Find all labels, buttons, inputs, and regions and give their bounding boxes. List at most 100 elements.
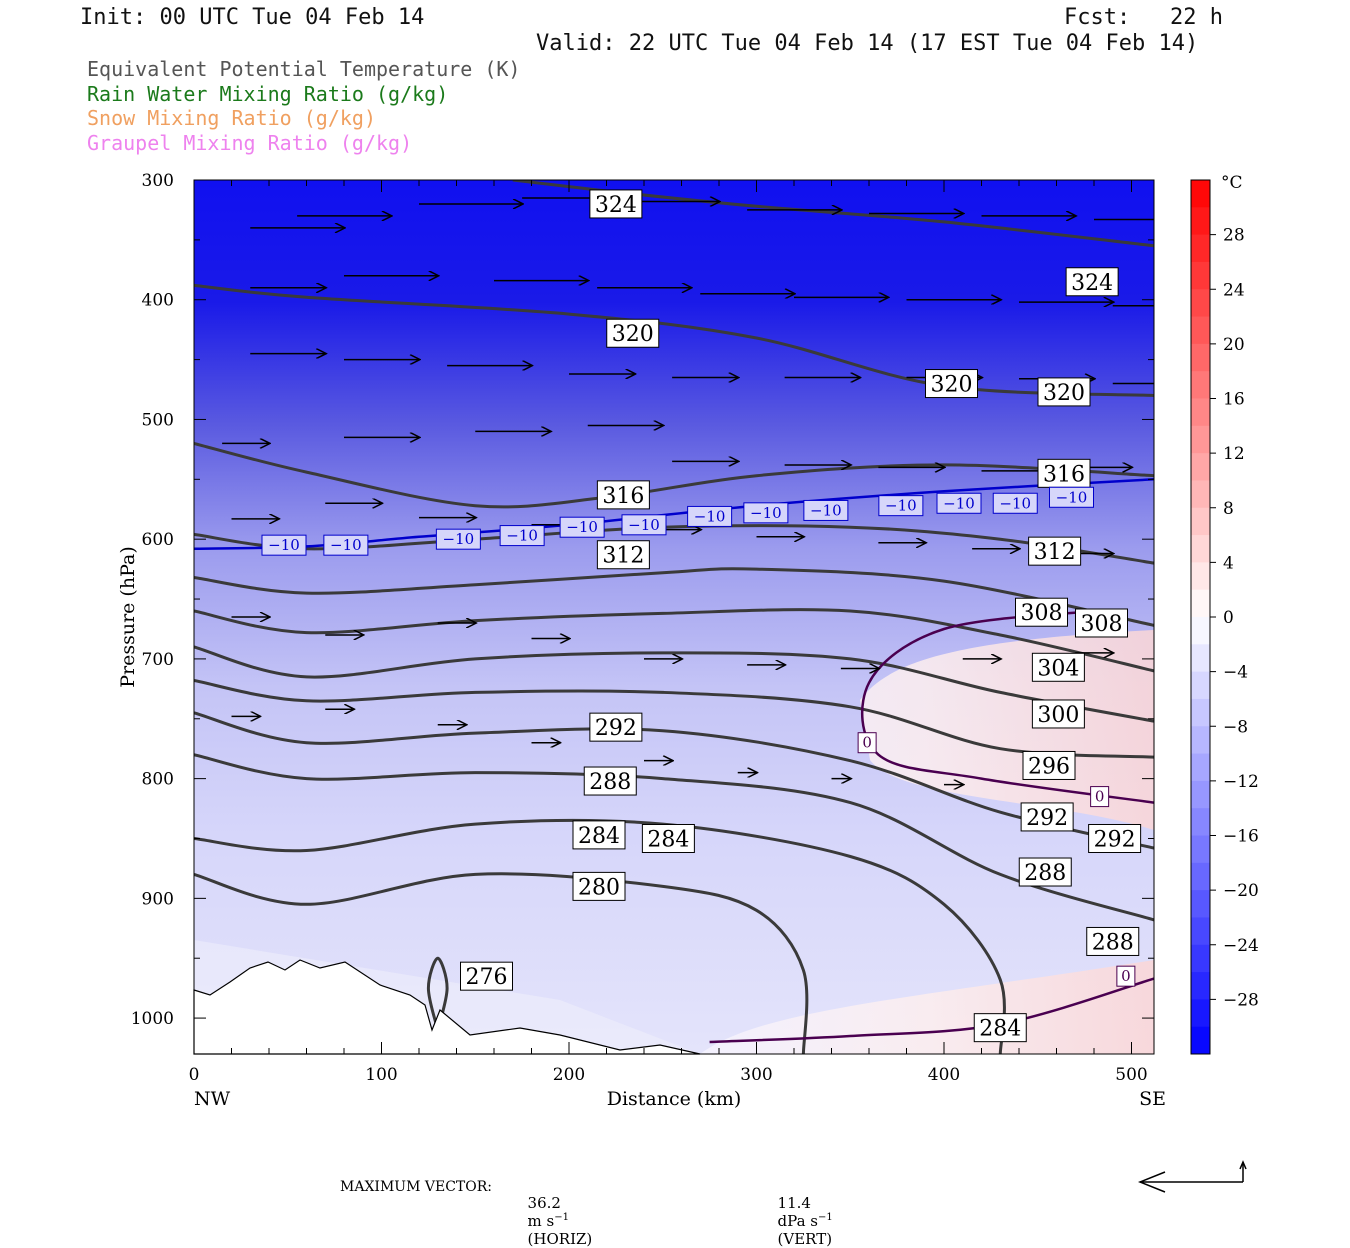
colorbar-tick-label: −4	[1223, 663, 1248, 683]
colorbar-tick-label: 8	[1223, 499, 1234, 519]
theta-e-label-284: 284	[973, 1013, 1027, 1043]
horiz-value: 36.2	[527, 1194, 561, 1212]
isotherm-label: −10	[936, 492, 982, 514]
theta-e-label-288: 288	[583, 766, 637, 796]
colorbar-segment	[1191, 562, 1210, 591]
isotherm-label: −10	[621, 514, 667, 536]
colorbar-segment	[1191, 234, 1210, 263]
isotherm-label: −10	[435, 528, 481, 550]
colorbar-segment	[1191, 862, 1210, 891]
colorbar-segment	[1191, 808, 1210, 836]
reference-vector	[1137, 1160, 1247, 1193]
reference-vector-vertical-head	[1239, 1160, 1247, 1170]
colorbar-segment	[1191, 944, 1210, 973]
colorbar-tick-label: 12	[1223, 444, 1245, 464]
field-title-rain: Rain Water Mixing Ratio (g/kg)	[87, 82, 449, 106]
theta-e-label-box	[1065, 267, 1119, 297]
theta-e-label-text: 312	[1034, 540, 1076, 565]
init-time: Init: 00 UTC Tue 04 Feb 14	[80, 5, 425, 30]
theta-e-label-text: 308	[1081, 612, 1123, 637]
colorbar-segment	[1191, 835, 1210, 864]
theta-e-label-text: 308	[1021, 601, 1063, 626]
theta-e-label-text: 320	[612, 322, 654, 347]
theta-e-label-box	[572, 871, 626, 901]
theta-e-label-box	[596, 540, 650, 570]
field-title-graupel: Graupel Mixing Ratio (g/kg)	[87, 131, 413, 155]
warm-region	[700, 630, 1154, 1054]
colorbar-segment	[1191, 698, 1210, 727]
theta-e-label-text: 288	[589, 770, 631, 795]
isotherm-label-text: −10	[810, 501, 842, 519]
x-tick-label: 300	[740, 1065, 772, 1085]
theta-e-label-box	[1086, 926, 1140, 956]
x-axis: 0 100 200 300 400 500	[189, 180, 1148, 1085]
isotherm-label: −10	[803, 499, 849, 521]
isotherm-label-text: −10	[628, 516, 660, 534]
colorbar-segment	[1191, 999, 1210, 1028]
theta-e-label-text: 324	[1071, 271, 1113, 296]
theta-e-label-text: 276	[466, 965, 508, 990]
theta-e-label-324: 324	[589, 189, 643, 219]
colorbar-segment	[1191, 972, 1210, 1000]
vert-exponent: −1	[817, 1212, 833, 1223]
colorbar-segment	[1191, 207, 1210, 236]
theta-e-label-280: 280	[572, 871, 626, 901]
theta-e-label-box	[1018, 857, 1072, 887]
theta-e-label-box	[973, 1013, 1027, 1043]
theta-e-label-text: 316	[602, 484, 644, 509]
colorbar-tick-label: 24	[1223, 280, 1245, 300]
theta-e-contour-292	[194, 711, 1154, 850]
theta-e-label-292: 292	[1088, 823, 1142, 853]
max-vector-horizontal: 36.2 m s−1 (HORIZ)	[518, 1176, 593, 1248]
colorbar-segment	[1191, 726, 1210, 755]
theta-e-label-308: 308	[1075, 608, 1128, 638]
x-tick-label: 100	[365, 1065, 397, 1085]
colorbar-segment	[1191, 453, 1210, 481]
colorbar-segment	[1191, 398, 1210, 427]
theta-e-label-text: 312	[602, 544, 644, 569]
isotherm-label-text: −10	[999, 494, 1031, 512]
theta-e-label-box	[589, 189, 643, 219]
y-tick-label: 900	[142, 889, 174, 909]
isotherm-label-text: −10	[885, 497, 917, 515]
theta-e-contour-284	[194, 818, 1006, 1054]
theta-e-label-box	[1031, 652, 1085, 682]
isotherm-label-text: 0	[862, 734, 872, 752]
colorbar-tick-label: 28	[1223, 226, 1245, 246]
isotherm-label: 0	[1090, 786, 1110, 808]
isotherm-label: −10	[1049, 486, 1094, 508]
x-tick-label: 200	[553, 1065, 585, 1085]
theta-e-label-text: 300	[1037, 703, 1079, 728]
theta-e-label-300: 300	[1031, 699, 1085, 729]
isotherm-label-box	[261, 534, 307, 556]
colorbar-tick-label: 4	[1223, 553, 1234, 573]
colorbar-tick-label: −28	[1223, 990, 1259, 1010]
isotherm-label: −10	[559, 516, 605, 538]
theta-e-label-text: 320	[1043, 381, 1085, 406]
isotherm-label-text: −10	[330, 536, 362, 554]
y-tick-label: 300	[142, 171, 174, 191]
theta-e-label-text: 292	[595, 716, 637, 741]
theta-e-label-box	[1075, 608, 1128, 638]
theta-e-label-text: 280	[578, 875, 620, 900]
colorbar: °C 28 24 20 16 12 8 4 0 −4 −8 −12 −16 −20 −24 −28	[1190, 173, 1259, 1055]
isotherm-label-box	[857, 732, 877, 754]
theta-e-label-text: 292	[1094, 827, 1136, 852]
colorbar-segment	[1191, 180, 1210, 208]
isotherm-label-box	[559, 516, 605, 538]
isotherm-label-text: −10	[268, 536, 300, 554]
theta-e-contour-288	[194, 753, 1154, 922]
theta-e-label-text: 284	[979, 1017, 1021, 1042]
colorbar-segment	[1191, 753, 1210, 782]
colorbar-segment	[1191, 289, 1210, 318]
theta-e-label-296: 296	[1022, 750, 1076, 780]
theta-e-label-324: 324	[1065, 267, 1119, 297]
colorbar-segment	[1191, 316, 1210, 345]
theta-e-contour-300	[194, 645, 1154, 723]
colorbar-segment	[1191, 371, 1210, 399]
theta-e-label-312: 312	[1028, 536, 1082, 566]
horiz-exponent: −1	[554, 1212, 569, 1223]
vert-tag: (VERT)	[777, 1230, 833, 1248]
